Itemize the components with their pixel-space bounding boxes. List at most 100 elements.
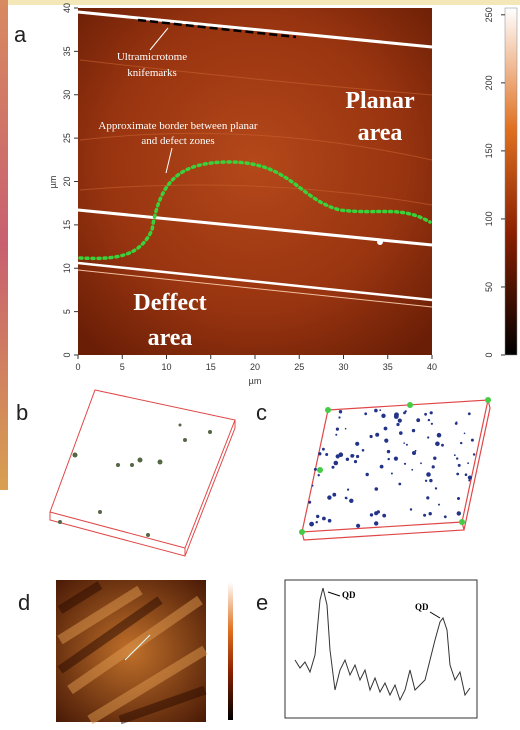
side-strip <box>0 0 8 490</box>
annotation: Deffect <box>133 290 206 316</box>
particle <box>318 452 321 455</box>
particle <box>441 444 444 447</box>
top-band <box>0 0 520 5</box>
particle <box>473 453 475 455</box>
annotation: Ultramicrotome <box>117 51 187 63</box>
y-tick-label: 5 <box>62 309 72 314</box>
colorbar-tick-label: 150 <box>484 143 494 158</box>
particle <box>454 454 456 456</box>
particle <box>339 410 342 413</box>
particle <box>430 411 433 414</box>
y-tick-label: 30 <box>62 90 72 100</box>
particles <box>308 409 475 528</box>
particle <box>346 458 349 461</box>
particle <box>458 464 461 467</box>
colorbar <box>505 8 517 355</box>
afm-image <box>56 580 206 722</box>
particle <box>471 439 474 442</box>
y-tick-label: 15 <box>62 220 72 230</box>
particle <box>388 458 390 460</box>
y-tick-label: 10 <box>62 263 72 273</box>
particle <box>364 412 367 415</box>
particle <box>403 442 405 444</box>
particle <box>308 501 311 504</box>
particle <box>437 433 442 438</box>
particle <box>309 522 314 527</box>
particle <box>415 450 417 452</box>
particle <box>426 496 429 499</box>
particle <box>332 493 336 497</box>
x-tick-label: 10 <box>161 362 171 372</box>
particle <box>391 473 393 475</box>
annotation: and defect zones <box>141 135 214 147</box>
3d-box <box>302 400 490 540</box>
panel-label: c <box>256 400 267 425</box>
particle <box>457 511 461 515</box>
particle <box>435 442 440 447</box>
x-tick-label: 20 <box>250 362 260 372</box>
particle <box>420 462 422 464</box>
particle <box>399 431 403 435</box>
particle <box>374 521 378 525</box>
particle <box>426 472 431 477</box>
particle <box>398 483 401 486</box>
y-tick-label: 35 <box>62 46 72 56</box>
particle <box>398 419 402 423</box>
x-tick-label: 15 <box>206 362 216 372</box>
particle <box>464 433 466 435</box>
colorbar-tick-label: 0 <box>484 352 494 357</box>
annotation: knifemarks <box>127 67 176 79</box>
particle <box>429 512 432 515</box>
figure: a Ultramicrotome knifemarks Approximate … <box>0 0 520 725</box>
particle <box>325 453 328 456</box>
particle <box>467 462 469 464</box>
particle <box>394 457 398 461</box>
particle <box>412 429 415 432</box>
colorbar-tick-label: 50 <box>484 282 494 292</box>
particle <box>370 435 373 438</box>
particle <box>423 514 426 517</box>
x-tick-label: 35 <box>383 362 393 372</box>
particle <box>374 409 378 413</box>
particle <box>428 419 430 421</box>
particle <box>338 416 340 418</box>
panel-label: d <box>18 590 30 615</box>
colorbar-tick-label: 200 <box>484 75 494 90</box>
panel-label: a <box>14 22 27 47</box>
particle <box>345 428 347 430</box>
particle <box>354 460 357 463</box>
colorbar-tick-label: 100 <box>484 211 494 226</box>
particle <box>379 409 381 411</box>
x-tick-label: 0 <box>75 362 80 372</box>
particle <box>444 515 447 518</box>
particle <box>404 463 406 465</box>
particle <box>356 455 359 458</box>
particle <box>375 487 379 491</box>
particle <box>353 455 355 457</box>
particle <box>347 489 349 491</box>
y-tick-label: 25 <box>62 133 72 143</box>
particle <box>384 439 388 443</box>
y-tick-label: 0 <box>62 352 72 357</box>
particle <box>394 412 399 417</box>
particle <box>312 485 314 487</box>
particle <box>374 511 378 515</box>
particle <box>456 457 458 459</box>
particle <box>335 434 337 436</box>
x-tick-label: 30 <box>338 362 348 372</box>
particle <box>435 487 437 489</box>
particle <box>332 466 335 469</box>
particle <box>416 418 420 422</box>
annotation: area <box>358 120 403 146</box>
particle <box>387 450 390 453</box>
particle <box>468 480 470 482</box>
annotation: area <box>148 325 193 351</box>
particle <box>424 413 427 416</box>
particle <box>339 452 344 457</box>
particle <box>384 427 388 431</box>
particle <box>396 423 399 426</box>
particle <box>431 423 433 425</box>
particle <box>334 461 339 466</box>
particle <box>403 412 406 415</box>
particle <box>362 449 365 452</box>
